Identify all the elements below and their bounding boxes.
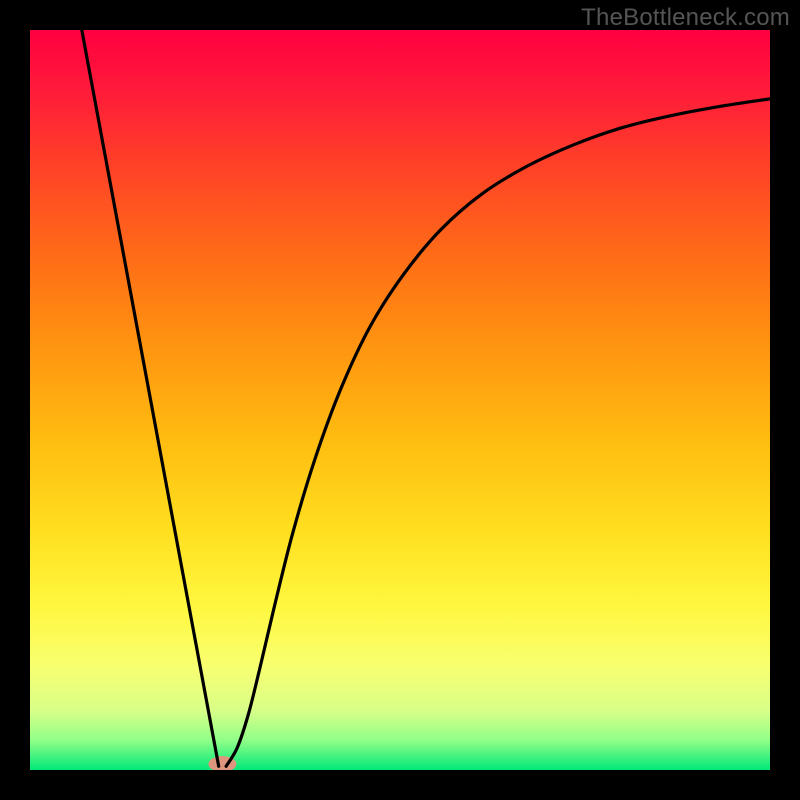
bottleneck-chart	[0, 0, 800, 800]
chart-stage: TheBottleneck.com	[0, 0, 800, 800]
watermark-text: TheBottleneck.com	[581, 4, 790, 32]
plot-background-gradient	[30, 30, 770, 770]
